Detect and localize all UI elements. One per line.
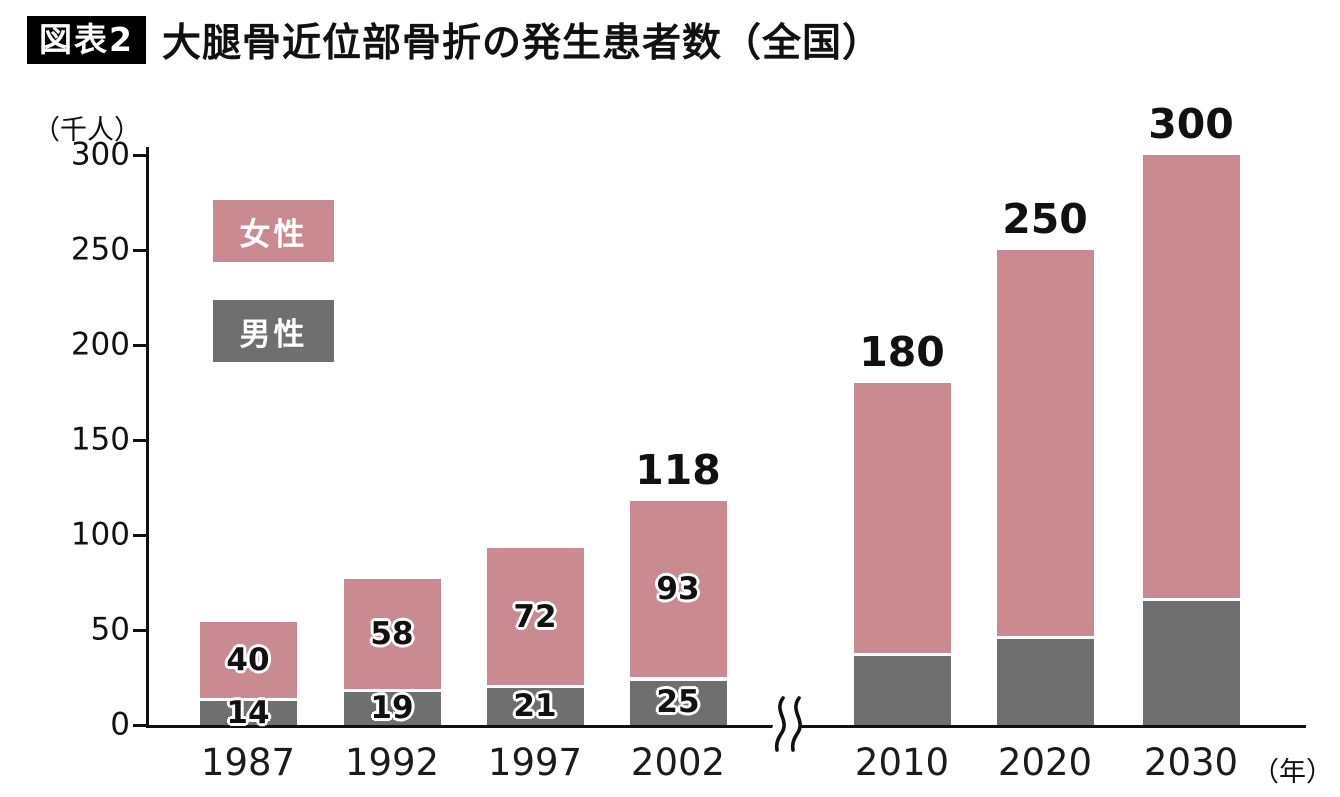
bar-segment-male — [1142, 597, 1240, 725]
axis-break-icon — [767, 695, 808, 753]
bar-value-label-male: 19 — [370, 689, 414, 726]
bar-segment-male — [996, 635, 1094, 725]
x-axis-label: 2002 — [630, 741, 726, 784]
bar-segment-female — [486, 548, 584, 686]
bar-value-label-female: 93 — [656, 571, 700, 608]
y-axis-tick — [133, 343, 146, 347]
bar-value-label-male: 14 — [226, 694, 270, 731]
bar-total-label: 180 — [859, 328, 945, 376]
bar-segment-female — [853, 383, 951, 653]
y-axis-tick — [133, 153, 146, 157]
figure-number-badge: 図表2 — [27, 16, 146, 64]
y-axis-tick — [133, 628, 146, 632]
y-axis-unit-label: （千人） — [33, 115, 141, 146]
x-axis-label: 2030 — [1143, 741, 1239, 784]
x-axis-label: 2010 — [854, 741, 950, 784]
y-axis-tick — [133, 438, 146, 442]
y-axis-tick — [133, 248, 146, 252]
x-axis-line — [146, 725, 1306, 728]
y-axis-tick — [133, 533, 146, 537]
x-axis-label: 1997 — [487, 741, 583, 784]
bar-total-label: 250 — [1002, 195, 1088, 243]
bar-value-label-male: 21 — [513, 688, 557, 725]
x-axis-label: 2020 — [997, 741, 1093, 784]
legend-item-female: 女性 — [213, 200, 334, 262]
bar-segment-male — [486, 685, 584, 725]
bar-segment-female — [996, 250, 1094, 636]
bar-total-label: 118 — [635, 445, 721, 494]
figure-header: 図表2 大腿骨近位部骨折の発生患者数（全国） — [27, 12, 882, 68]
x-axis-unit-label: （年） — [1252, 757, 1333, 788]
y-axis-line — [146, 147, 149, 728]
bar-segment-female — [199, 622, 297, 699]
bar-segment-male — [629, 677, 727, 725]
y-axis-tick — [133, 723, 146, 727]
legend-item-male: 男性 — [213, 300, 334, 362]
bar-value-label-female: 72 — [513, 598, 557, 635]
bar-segment-female — [1142, 155, 1240, 598]
bar-value-label-male: 25 — [656, 684, 700, 721]
x-axis-label: 1987 — [200, 741, 296, 784]
x-axis-label: 1992 — [344, 741, 440, 784]
y-axis-tick-label: 50 — [90, 611, 130, 648]
y-axis-tick-label: 250 — [70, 231, 130, 268]
y-axis-tick-label: 150 — [70, 421, 130, 458]
y-axis-tick-label: 100 — [70, 516, 130, 553]
bar-segment-male — [853, 652, 951, 725]
bar-value-label-female: 40 — [226, 642, 270, 679]
y-axis-tick-label: 0 — [110, 706, 130, 743]
bar-segment-female — [343, 578, 441, 689]
y-axis-tick-label: 300 — [70, 136, 130, 173]
figure-title: 大腿骨近位部骨折の発生患者数（全国） — [161, 21, 882, 66]
bar-segment-male — [199, 698, 297, 725]
y-axis-tick-label: 200 — [70, 326, 130, 363]
bar-segment-male — [343, 688, 441, 725]
bar-total-label: 300 — [1148, 100, 1234, 148]
bar-segment-female — [629, 500, 727, 678]
bar-value-label-female: 58 — [370, 615, 414, 652]
